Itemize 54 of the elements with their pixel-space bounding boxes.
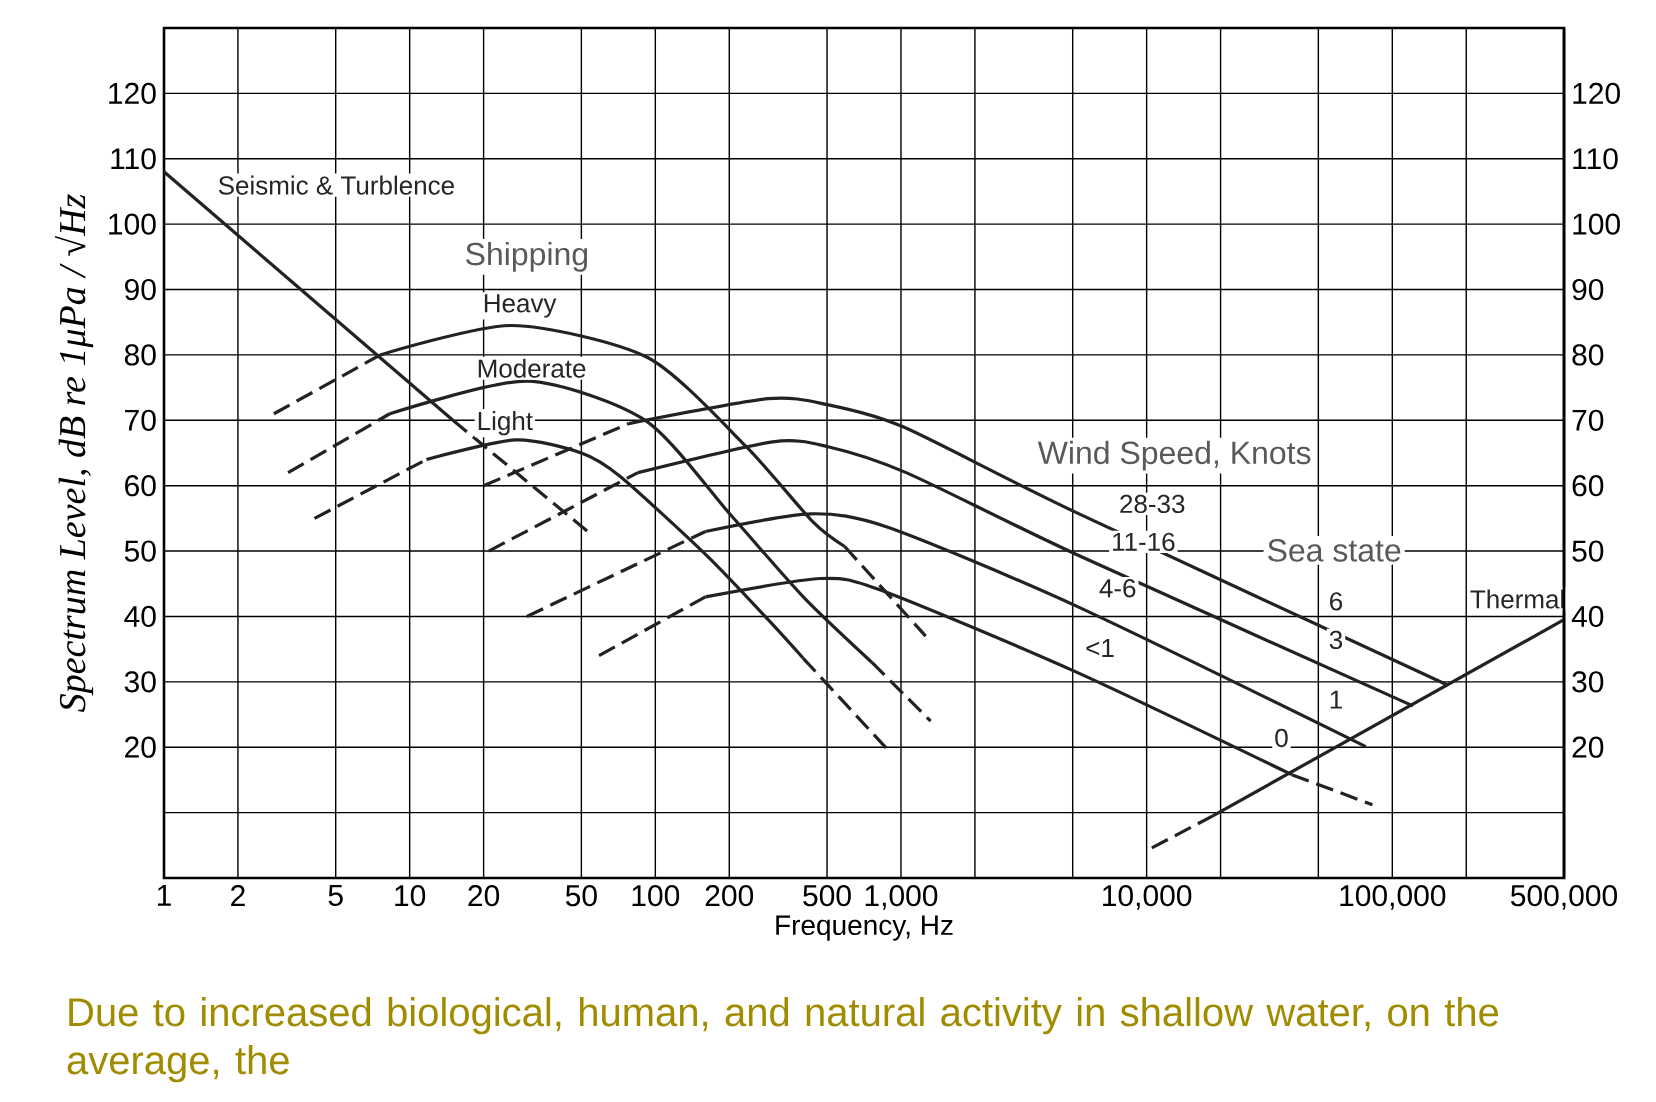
annotation: Thermal <box>1470 589 1564 609</box>
x-tick-label: 1 <box>157 885 171 906</box>
x-tick-label: 20 <box>468 885 500 907</box>
annotation: Shipping <box>466 241 588 272</box>
y2-tick-label: 40 <box>1571 605 1604 628</box>
annotation: 0 <box>1275 728 1288 748</box>
y-axis-title: Spectrum Level, dB re 1μPa / √Hz <box>54 194 94 712</box>
x-tick-label: 200 <box>705 885 754 907</box>
x-tick-label: 5 <box>328 885 343 906</box>
y-tick-label: 20 <box>125 736 156 758</box>
y-tick-label: 30 <box>124 671 156 693</box>
x-axis-title: Frequency, Hz <box>776 915 953 941</box>
y2-tick-label: 100 <box>1573 213 1620 235</box>
y-tick-label: 50 <box>124 540 156 562</box>
annotation: 4-6 <box>1099 579 1136 598</box>
annotation: Moderate <box>478 358 586 378</box>
x-tick-label: 2 <box>231 885 245 906</box>
y-tick-label: 120 <box>109 82 156 104</box>
x-tick-label: 10,000 <box>1103 885 1192 910</box>
annotation: Heavy <box>484 294 557 318</box>
y2-tick-label: 50 <box>1572 540 1604 562</box>
annotation: 3 <box>1329 630 1343 650</box>
x-tick-label: 10 <box>395 885 426 907</box>
annotation: 6 <box>1330 592 1343 611</box>
y-tick-label: 80 <box>124 344 156 366</box>
y-tick-label: 100 <box>109 213 156 235</box>
y-tick-label: 110 <box>111 148 156 170</box>
annotation: Seismic & Turblence <box>218 175 454 195</box>
y-tick-label: 70 <box>125 409 156 431</box>
annotation: Wind Speed, Knots <box>1037 440 1311 471</box>
annotation: 11-16 <box>1113 532 1175 552</box>
y2-tick-label: 30 <box>1572 671 1604 693</box>
y-tick-label: 60 <box>125 475 156 497</box>
annotation: <1 <box>1086 639 1114 657</box>
text: Due to increased biological, human, and natural activity in shallow water, on the average, the <box>67 997 1499 1083</box>
x-tick-label: 50 <box>565 885 597 907</box>
x-tick-label: 500,000 <box>1510 885 1618 910</box>
y2-tick-label: 70 <box>1572 409 1604 431</box>
annotation: 28-33 <box>1120 494 1185 514</box>
annotation: 1 <box>1330 690 1342 709</box>
annotation: Sea state <box>1268 539 1401 562</box>
y2-tick-label: 20 <box>1572 736 1604 758</box>
y2-tick-label: 80 <box>1572 344 1604 366</box>
y-tick-label: 40 <box>124 605 156 628</box>
x-tick-label: 1,000 <box>865 885 938 910</box>
x-tick-label: 500 <box>803 885 851 907</box>
y-tick-label: 90 <box>124 278 156 301</box>
y2-tick-label: 120 <box>1573 82 1620 104</box>
y2-tick-label: 90 <box>1572 278 1604 301</box>
annotation: Light <box>478 411 533 436</box>
y2-tick-label: 110 <box>1573 148 1618 170</box>
y2-tick-label: 60 <box>1572 475 1604 497</box>
x-tick-label: 100,000 <box>1340 885 1446 910</box>
x-tick-label: 100 <box>632 885 680 907</box>
